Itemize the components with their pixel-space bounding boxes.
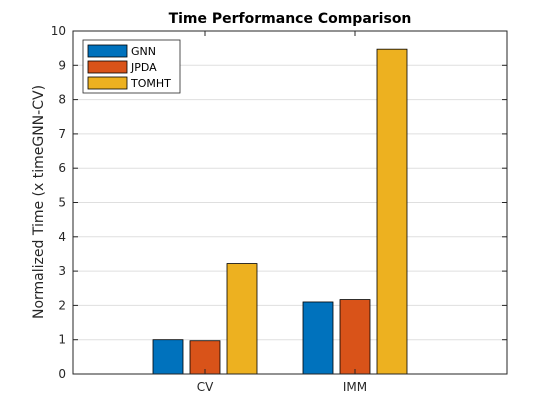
y-tick-label: 8 [58, 93, 66, 107]
legend-label-jpda: JPDA [130, 61, 157, 74]
bar-gnn-imm [302, 301, 334, 375]
y-axis-label: Normalized Time (x timeGNN-CV) [31, 85, 47, 319]
bar-jpda-cv [189, 340, 221, 375]
y-axis-ticks: 0 1 2 3 4 5 6 7 8 9 10 [51, 24, 507, 381]
y-tick-label: 9 [58, 58, 66, 72]
chart-title: Time Performance Comparison [169, 11, 412, 27]
y-tick-label: 6 [58, 161, 66, 175]
y-tick-label: 1 [58, 333, 66, 347]
bar-tomht-cv [226, 263, 258, 375]
legend-swatch-gnn [87, 44, 128, 58]
x-tick-label: CV [197, 380, 214, 394]
legend-label-tomht: TOMHT [130, 77, 171, 90]
y-tick-label: 2 [58, 298, 66, 312]
y-tick-label: 3 [58, 264, 66, 278]
legend-label-gnn: GNN [131, 45, 156, 58]
x-tick-label: IMM [343, 380, 367, 394]
y-tick-label: 5 [58, 196, 66, 210]
x-axis-ticks: CV IMM [197, 31, 367, 394]
bar-jpda-imm [339, 299, 371, 375]
legend-swatch-jpda [87, 60, 128, 74]
y-tick-label: 7 [58, 127, 66, 141]
bar-tomht-imm [376, 48, 408, 375]
y-tick-label: 10 [51, 24, 66, 38]
y-tick-label: 4 [58, 230, 66, 244]
y-tick-label: 0 [58, 367, 66, 381]
legend: GNN JPDA TOMHT [82, 39, 181, 94]
bar-gnn-cv [152, 339, 184, 375]
legend-swatch-tomht [87, 76, 128, 90]
